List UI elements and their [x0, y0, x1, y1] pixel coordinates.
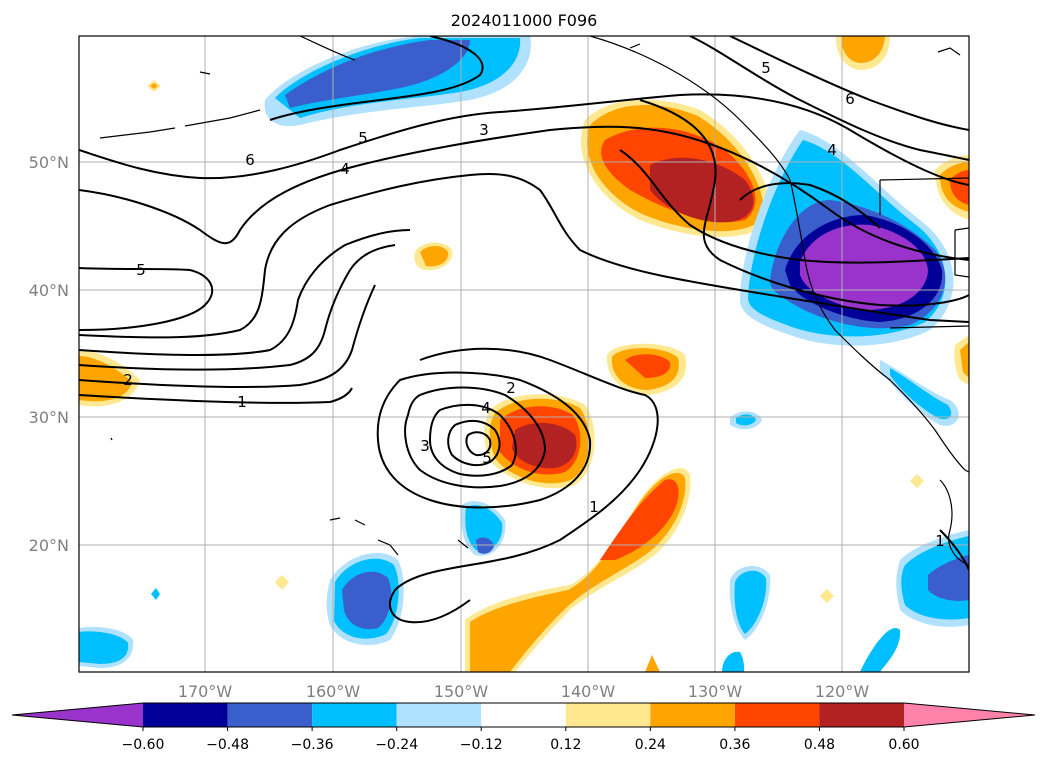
contour-label: 1: [589, 498, 599, 516]
lat-label: 20°N: [29, 536, 69, 555]
colorbar-segment: [819, 703, 904, 727]
colorbar-tick-label: 0.24: [635, 737, 666, 753]
colorbar-segment: [650, 703, 735, 727]
contour-label: 2: [506, 379, 516, 397]
contour-label: 1: [935, 532, 945, 550]
contour-label: 4: [340, 160, 350, 178]
map-area: 6 5 4 3 5 2 1 2 4 3 5 1 1 4 5 6: [79, 36, 969, 672]
colorbar-tick-label: −0.36: [291, 737, 334, 753]
contour-value-labels: 6 5 4 3 5 2 1 2 4 3 5 1 1 4 5 6: [123, 59, 945, 550]
colorbar-segment: [227, 703, 313, 727]
longitude-labels: 170°W 160°W 150°W 140°W 130°W 120°W: [178, 682, 870, 701]
contour-label: 6: [245, 151, 255, 169]
lon-label: 140°W: [561, 682, 616, 701]
lon-label: 120°W: [815, 682, 870, 701]
colorbar-tick-label: −0.12: [460, 737, 503, 753]
map-frame: [78, 35, 970, 673]
lon-label: 130°W: [688, 682, 743, 701]
lat-label: 30°N: [29, 408, 69, 427]
colorbar-tick-label: 0.36: [719, 737, 750, 753]
lon-label: 170°W: [178, 682, 233, 701]
colorbar-segment: [565, 703, 651, 727]
contour-label: 1: [237, 393, 247, 411]
contour-label: 3: [479, 121, 489, 139]
contour-lines: [79, 36, 969, 624]
contour-label: 2: [123, 371, 133, 389]
colorbar-tick-label: −0.60: [122, 737, 165, 753]
colorbar-segment: [143, 703, 228, 727]
colorbar-tick-label: −0.48: [206, 737, 249, 753]
colorbar-segment: [396, 703, 482, 727]
lat-label: 50°N: [29, 153, 69, 172]
latitude-labels: 50°N 40°N 30°N 20°N: [29, 153, 69, 555]
contour-label: 3: [420, 437, 430, 455]
colorbar-segment: [734, 703, 820, 727]
colorbar-tick-label: −0.24: [375, 737, 418, 753]
contour-label: 6: [845, 90, 855, 108]
colorbar-segment: [481, 703, 566, 727]
colorbar-extend-max: [904, 703, 1035, 727]
map-title: 2024011000 F096: [451, 11, 598, 30]
lon-label: 150°W: [434, 682, 489, 701]
colorbar-tick-label: 0.12: [550, 737, 581, 753]
lon-label: 160°W: [306, 682, 361, 701]
colorbar-segment: [312, 703, 397, 727]
contour-label: 4: [827, 141, 837, 159]
contour-label: 5: [358, 129, 368, 147]
contour-label: 5: [136, 261, 146, 279]
contour-label: 5: [761, 59, 771, 77]
colorbar-tick-label: 0.48: [804, 737, 835, 753]
colorbar: −0.60 −0.48 −0.36 −0.24 −0.12 0.12 0.24 0.36 0.4…: [11, 702, 1036, 753]
colorbar-extend-min: [12, 703, 143, 727]
colorbar-tick-label: 0.60: [888, 737, 919, 753]
contour-label: 5: [482, 449, 492, 467]
lat-label: 40°N: [29, 281, 69, 300]
contour-label: 4: [481, 399, 491, 417]
coastlines: [99, 36, 969, 566]
